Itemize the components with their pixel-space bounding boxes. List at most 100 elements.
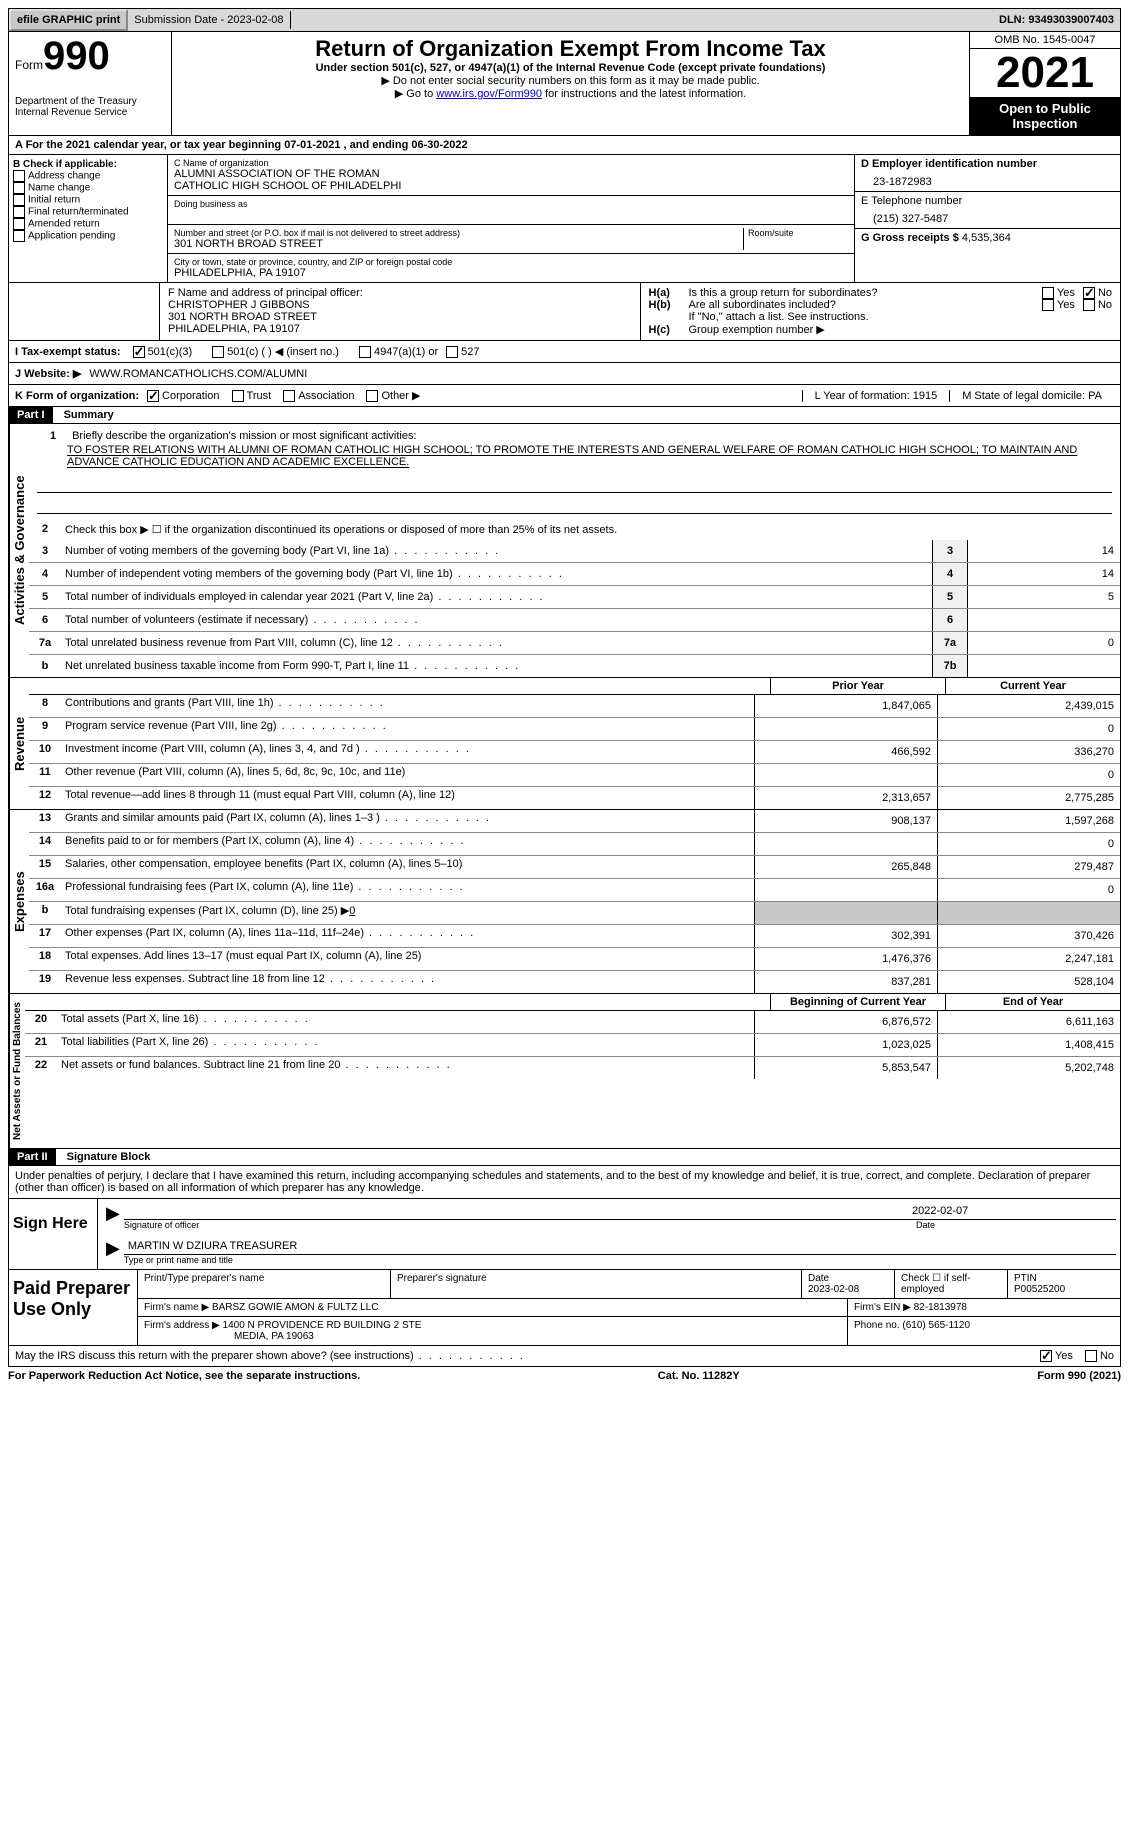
footer: For Paperwork Reduction Act Notice, see … [8,1367,1121,1385]
part2-title: Signature Block [59,1151,151,1163]
corp-checkbox[interactable] [147,390,159,402]
form-word: Form [15,58,43,72]
dba-label: Doing business as [174,199,848,209]
street-value: 301 NORTH BROAD STREET [174,238,739,250]
declaration: Under penalties of perjury, I declare th… [8,1166,1121,1199]
warning-link: ▶ Go to www.irs.gov/Form990 for instruct… [180,87,961,100]
website-url: WWW.ROMANCATHOLICHS.COM/ALUMNI [89,368,307,380]
revenue-label: Revenue [9,678,29,809]
arrow-icon: ▶ [102,1238,124,1265]
officer-name: CHRISTOPHER J GIBBONS [168,299,632,311]
submission-date: Submission Date - 2023-02-08 [128,11,290,29]
org-name-1: ALUMNI ASSOCIATION OF THE ROMAN [174,168,848,180]
warning-ssn: ▶ Do not enter social security numbers o… [180,74,961,87]
app-pending-checkbox[interactable] [13,230,25,242]
efile-print-button[interactable]: efile GRAPHIC print [9,9,128,31]
city-label: City or town, state or province, country… [174,257,848,267]
gross-value: 4,535,364 [962,232,1011,244]
period-row: A For the 2021 calendar year, or tax yea… [8,136,1121,155]
assoc-checkbox[interactable] [283,390,295,402]
line1-label: Briefly describe the organization's miss… [72,430,416,442]
line4-label: Number of independent voting members of … [61,566,932,582]
line5-label: Total number of individuals employed in … [61,589,932,605]
address-change-checkbox[interactable] [13,170,25,182]
amended-checkbox[interactable] [13,218,25,230]
line7a-value: 0 [968,632,1120,654]
prior-year-header: Prior Year [770,678,945,694]
hb-yes-checkbox[interactable] [1042,299,1054,311]
other-checkbox[interactable] [366,390,378,402]
4947-checkbox[interactable] [359,346,371,358]
501c-checkbox[interactable] [212,346,224,358]
tax-year: 2021 [970,49,1120,97]
officer-street: 301 NORTH BROAD STREET [168,311,632,323]
name-change-checkbox[interactable] [13,182,25,194]
ein-value: 23-1872983 [861,170,1114,188]
group-return: H(a) Is this a group return for subordin… [641,283,1121,340]
form-title: Return of Organization Exempt From Incom… [180,36,961,62]
preparer-label: Paid Preparer Use Only [9,1270,138,1345]
discuss-yes-checkbox[interactable] [1040,1350,1052,1362]
end-year-header: End of Year [945,994,1120,1010]
line2-label: Check this box ▶ ☐ if the organization d… [61,521,1120,538]
officer-city: PHILADELPHIA, PA 19107 [168,323,632,335]
expenses-label: Expenses [9,810,29,993]
state-domicile: M State of legal domicile: PA [949,390,1114,402]
final-return-checkbox[interactable] [13,206,25,218]
527-checkbox[interactable] [446,346,458,358]
current-year-header: Current Year [945,678,1120,694]
line3-label: Number of voting members of the governin… [61,543,932,559]
website-row: J Website: ▶ WWW.ROMANCATHOLICHS.COM/ALU… [8,363,1121,385]
line3-value: 14 [968,540,1120,562]
mission-text: TO FOSTER RELATIONS WITH ALUMNI OF ROMAN… [37,444,1112,468]
revenue-section: Revenue Prior Year Current Year 8Contrib… [8,678,1121,810]
line7a-label: Total unrelated business revenue from Pa… [61,635,932,651]
sign-here-label: Sign Here [9,1199,98,1269]
city-value: PHILADELPHIA, PA 19107 [174,267,848,279]
phone-value: (215) 327-5487 [861,207,1114,225]
sign-here-row: Sign Here ▶ 2022-02-07 Signature of offi… [8,1199,1121,1270]
year-formation: L Year of formation: 1915 [802,390,950,402]
line6-value [968,609,1120,631]
501c3-checkbox[interactable] [133,346,145,358]
ha-yes-checkbox[interactable] [1042,287,1054,299]
room-label: Room/suite [748,228,848,238]
open-inspection: Open to Public Inspection [970,97,1120,135]
dln: DLN: 93493039007403 [993,11,1120,29]
discuss-no-checkbox[interactable] [1085,1350,1097,1362]
trust-checkbox[interactable] [232,390,244,402]
initial-return-checkbox[interactable] [13,194,25,206]
officer-row: F Name and address of principal officer:… [8,283,1121,341]
org-name-2: CATHOLIC HIGH SCHOOL OF PHILADELPHI [174,180,848,192]
line7b-label: Net unrelated business taxable income fr… [61,658,932,674]
line7b-value [968,655,1120,677]
irs-label: Internal Revenue Service [15,107,165,118]
arrow-icon: ▶ [102,1203,124,1230]
net-assets-label: Net Assets or Fund Balances [9,994,25,1148]
part1-header: Part I [9,407,53,423]
org-form-row: K Form of organization: Corporation Trus… [8,385,1121,407]
footer-mid: Cat. No. 11282Y [658,1370,740,1382]
begin-year-header: Beginning of Current Year [770,994,945,1010]
part1-title: Summary [56,409,114,421]
gross-label: G Gross receipts $ [861,232,959,244]
part2-header: Part II [9,1149,56,1165]
line4-value: 14 [968,563,1120,585]
entity-row: B Check if applicable: Address change Na… [8,155,1121,283]
officer-label: F Name and address of principal officer: [168,287,632,299]
ein-label: D Employer identification number [861,158,1114,170]
line5-value: 5 [968,586,1120,608]
top-bar: efile GRAPHIC print Submission Date - 20… [8,8,1121,32]
street-label: Number and street (or P.O. box if mail i… [174,228,739,238]
governance-section: Activities & Governance 1 Briefly descri… [8,424,1121,678]
governance-label: Activities & Governance [9,424,29,677]
irs-link[interactable]: www.irs.gov/Form990 [436,88,542,100]
omb-number: OMB No. 1545-0047 [970,32,1120,49]
footer-right: Form 990 (2021) [1037,1370,1121,1382]
hb-no-checkbox[interactable] [1083,299,1095,311]
signer-name: MARTIN W DZIURA TREASURER [128,1240,298,1252]
form-header: Form 990 Department of the Treasury Inte… [8,32,1121,136]
org-name-label: C Name of organization [174,158,848,168]
form-number: 990 [43,36,110,76]
ha-no-checkbox[interactable] [1083,287,1095,299]
